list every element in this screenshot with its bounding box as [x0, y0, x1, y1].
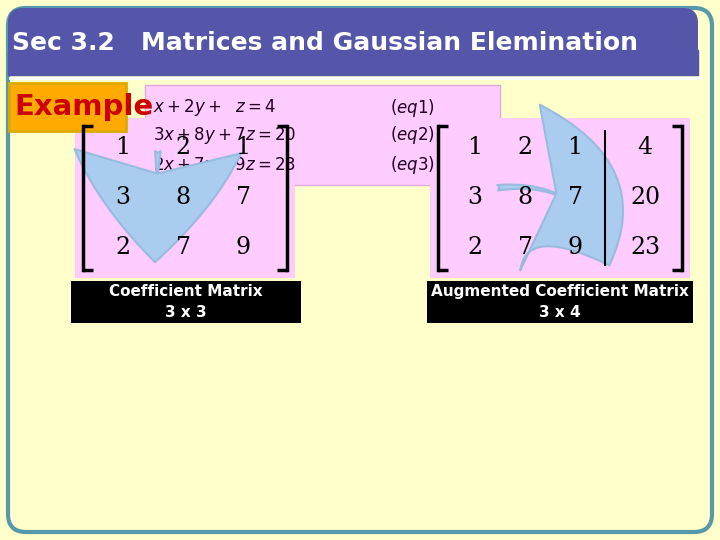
FancyBboxPatch shape: [71, 281, 301, 323]
Text: $(eq3)$: $(eq3)$: [390, 154, 435, 176]
Text: 20: 20: [630, 186, 660, 210]
Text: Coefficient Matrix
3 x 3: Coefficient Matrix 3 x 3: [109, 284, 263, 320]
FancyBboxPatch shape: [430, 118, 690, 278]
FancyBboxPatch shape: [9, 83, 126, 131]
Text: 9: 9: [567, 237, 582, 260]
Text: $(eq1)$: $(eq1)$: [390, 97, 435, 119]
Text: 7: 7: [235, 186, 251, 210]
FancyBboxPatch shape: [145, 85, 500, 185]
FancyBboxPatch shape: [8, 8, 698, 75]
Text: 8: 8: [176, 186, 191, 210]
Text: 1: 1: [235, 137, 251, 159]
Text: 7: 7: [176, 237, 191, 260]
FancyBboxPatch shape: [427, 281, 693, 323]
Text: Sec 3.2   Matrices and Gaussian Elemination: Sec 3.2 Matrices and Gaussian Eleminatio…: [12, 31, 638, 55]
Text: $3x+8y+7z=20$: $3x+8y+7z=20$: [153, 125, 297, 145]
Text: 7: 7: [518, 237, 533, 260]
FancyBboxPatch shape: [8, 8, 712, 532]
Text: 7: 7: [567, 186, 582, 210]
Text: 2: 2: [115, 237, 130, 260]
FancyBboxPatch shape: [75, 118, 295, 278]
Text: Augmented Coefficient Matrix
3 x 4: Augmented Coefficient Matrix 3 x 4: [431, 284, 689, 320]
Text: 1: 1: [567, 137, 582, 159]
Text: 1: 1: [467, 137, 482, 159]
Text: 2: 2: [518, 137, 533, 159]
Text: 3: 3: [115, 186, 130, 210]
Text: $2x+7y+9z=23$: $2x+7y+9z=23$: [153, 154, 296, 176]
Text: $(eq2)$: $(eq2)$: [390, 124, 435, 146]
Text: 8: 8: [518, 186, 533, 210]
Text: 4: 4: [637, 137, 652, 159]
Text: 1: 1: [115, 137, 130, 159]
Text: 2: 2: [467, 237, 482, 260]
Text: 2: 2: [176, 137, 191, 159]
Text: $x+2y+\ \ z=4$: $x+2y+\ \ z=4$: [153, 98, 276, 118]
Text: 9: 9: [235, 237, 251, 260]
Text: Example: Example: [14, 93, 153, 121]
Text: 23: 23: [630, 237, 660, 260]
Text: 3: 3: [467, 186, 482, 210]
